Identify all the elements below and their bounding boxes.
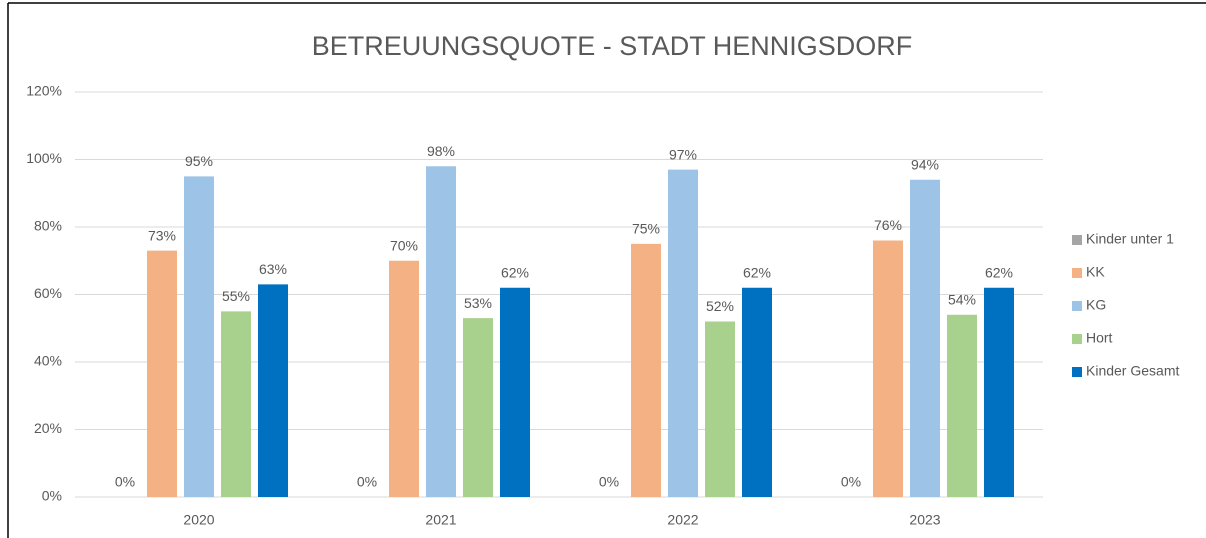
bar bbox=[221, 311, 251, 497]
x-tick-label: 2020 bbox=[183, 512, 214, 528]
bar bbox=[984, 287, 1014, 497]
bar bbox=[426, 166, 456, 497]
bar bbox=[910, 179, 940, 497]
data-label: 62% bbox=[743, 264, 771, 280]
x-tick-label: 2022 bbox=[667, 512, 698, 528]
bar bbox=[668, 169, 698, 497]
legend-label: Kinder unter 1 bbox=[1086, 231, 1174, 247]
data-label: 54% bbox=[948, 291, 976, 307]
legend-swatch bbox=[1072, 268, 1082, 278]
data-label: 76% bbox=[874, 217, 902, 233]
x-tick-label: 2023 bbox=[909, 512, 940, 528]
data-label: 0% bbox=[841, 474, 861, 490]
data-label: 94% bbox=[911, 156, 939, 172]
y-tick-label: 120% bbox=[26, 83, 62, 99]
data-label: 0% bbox=[115, 474, 135, 490]
data-label: 52% bbox=[706, 298, 734, 314]
y-tick-label: 80% bbox=[34, 218, 62, 234]
legend-swatch bbox=[1072, 301, 1082, 311]
legend-label: Kinder Gesamt bbox=[1086, 363, 1179, 379]
bar bbox=[500, 287, 530, 497]
y-tick-label: 60% bbox=[34, 285, 62, 301]
data-label: 0% bbox=[599, 474, 619, 490]
x-tick-label: 2021 bbox=[425, 512, 456, 528]
legend-swatch bbox=[1072, 235, 1082, 245]
data-label: 70% bbox=[390, 237, 418, 253]
bar bbox=[705, 321, 735, 497]
data-label: 75% bbox=[632, 221, 660, 237]
legend-label: KG bbox=[1086, 297, 1106, 313]
y-tick-label: 20% bbox=[34, 420, 62, 436]
data-label: 53% bbox=[464, 295, 492, 311]
data-label: 97% bbox=[669, 146, 697, 162]
data-label: 98% bbox=[427, 143, 455, 159]
y-tick-label: 40% bbox=[34, 353, 62, 369]
data-label: 62% bbox=[985, 264, 1013, 280]
legend-swatch bbox=[1072, 334, 1082, 344]
chart-title: BETREUUNGSQUOTE - STADT HENNIGSDORF bbox=[312, 31, 913, 61]
data-label: 73% bbox=[148, 227, 176, 243]
bar bbox=[742, 287, 772, 497]
bar bbox=[258, 284, 288, 497]
legend-label: KK bbox=[1086, 264, 1105, 280]
data-label: 63% bbox=[259, 261, 287, 277]
y-tick-label: 0% bbox=[42, 488, 62, 504]
data-label: 95% bbox=[185, 153, 213, 169]
bar bbox=[873, 240, 903, 497]
bar bbox=[947, 314, 977, 497]
data-label: 62% bbox=[501, 264, 529, 280]
legend-label: Hort bbox=[1086, 330, 1113, 346]
legend-swatch bbox=[1072, 367, 1082, 377]
bar bbox=[463, 318, 493, 497]
bar bbox=[631, 243, 661, 497]
data-label: 55% bbox=[222, 288, 250, 304]
bar bbox=[184, 176, 214, 497]
y-tick-label: 100% bbox=[26, 150, 62, 166]
bar bbox=[389, 260, 419, 497]
bar bbox=[147, 250, 177, 497]
data-label: 0% bbox=[357, 474, 377, 490]
